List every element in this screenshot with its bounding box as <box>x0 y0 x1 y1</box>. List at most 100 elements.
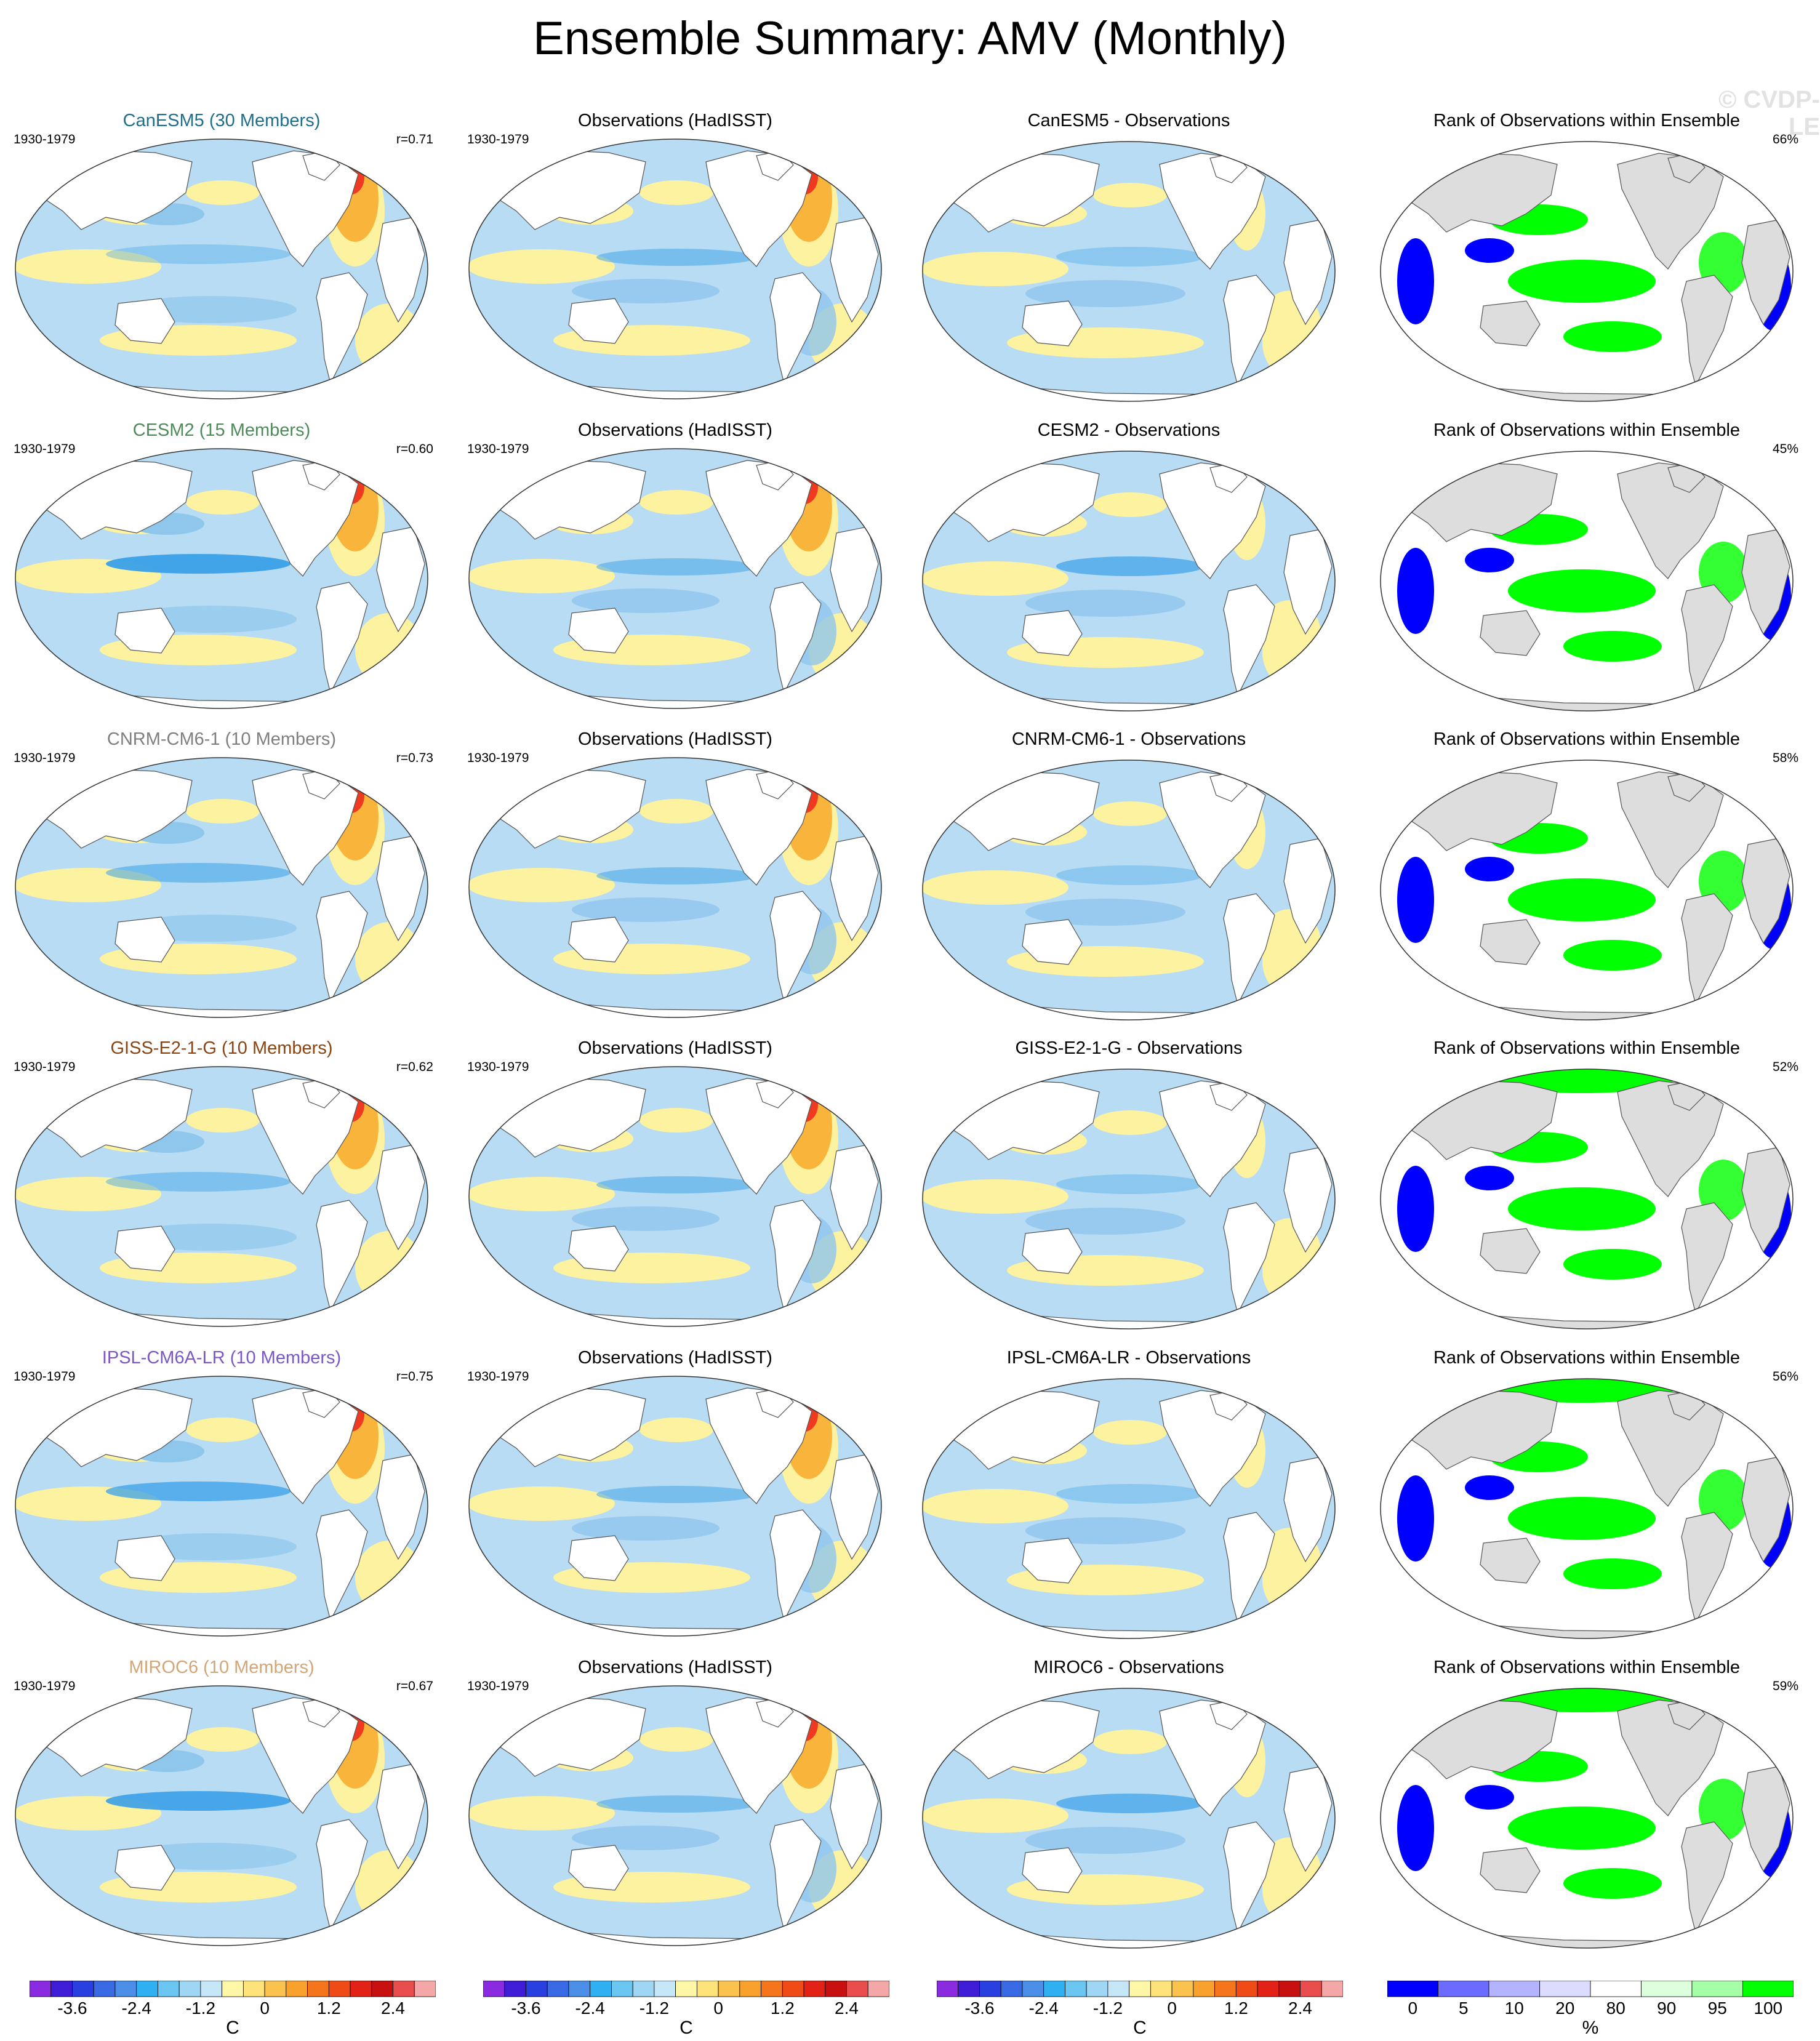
world-map <box>15 1685 428 1946</box>
map-outline <box>922 451 1336 712</box>
map-outline <box>922 760 1336 1020</box>
warm-anomaly <box>469 559 615 593</box>
colorbar-tick-label: 90 <box>1657 1999 1676 2018</box>
warm-anomaly <box>469 1486 615 1521</box>
colorbar-box <box>1235 1981 1258 1997</box>
colorbar-box <box>371 1981 393 1997</box>
cold-anomaly <box>572 588 720 613</box>
rank-low <box>1465 1475 1514 1500</box>
map-outline <box>15 1066 428 1327</box>
warm-anomaly <box>923 1489 1068 1523</box>
colorbar-box <box>1022 1981 1044 1997</box>
map-panel-diff: CanESM5 - Observations <box>907 95 1350 404</box>
cold-anomaly <box>1025 899 1185 926</box>
rank-high <box>1563 1558 1662 1589</box>
map-outline <box>922 1378 1336 1639</box>
map-outline <box>1380 1069 1794 1329</box>
colorbar-box <box>526 1981 548 1997</box>
colorbar-box <box>825 1981 847 1997</box>
rank-percent: 56% <box>1772 1369 1798 1384</box>
world-map <box>15 757 428 1018</box>
map-panel-model: IPSL-CM6A-LR (10 Members) 1930-1979 r=0.75 <box>0 1333 443 1642</box>
panel-title: Rank of Observations within Ensemble <box>1433 111 1741 130</box>
colorbar-tick-label: -2.4 <box>122 1999 151 2018</box>
map-outline <box>922 1688 1336 1949</box>
colorbar-box <box>761 1981 783 1997</box>
colorbar-box <box>1278 1981 1301 1997</box>
world-map <box>1380 1069 1794 1329</box>
rank-percent: 45% <box>1772 442 1798 456</box>
colorbar-box <box>1000 1981 1023 1997</box>
colorbar-box <box>1539 1981 1591 1997</box>
colorbar-tick-label: 20 <box>1555 1999 1574 2018</box>
colorbar-box <box>1590 1981 1642 1997</box>
warm-anomaly <box>923 870 1068 905</box>
colorbar-box <box>178 1981 201 1997</box>
warm-anomaly <box>1093 1420 1167 1445</box>
panel-title: GISS-E2-1-G (10 Members) <box>110 1038 333 1058</box>
warm-anomaly <box>186 1417 260 1442</box>
cold-anomaly <box>572 897 720 922</box>
colorbar-box <box>222 1981 244 1997</box>
cold-anomaly <box>106 554 291 574</box>
world-map <box>922 1069 1336 1329</box>
rank-high <box>1508 260 1656 303</box>
colorbar-box <box>114 1981 137 1997</box>
colorbar-units: C <box>1133 2018 1147 2038</box>
world-map <box>15 448 428 709</box>
cold-anomaly <box>596 1176 756 1193</box>
colorbar-box <box>1488 1981 1540 1997</box>
world-map <box>922 451 1336 712</box>
colorbar-box <box>483 1981 505 1997</box>
colorbar-tick-label: 10 <box>1505 1999 1524 2018</box>
rank-percent: 66% <box>1772 132 1798 146</box>
colorbar-tick-label: 1.2 <box>771 1999 795 2018</box>
map-panel-obs: Observations (HadISST) 1930-1979 <box>454 1642 897 1951</box>
rank-high <box>1508 1497 1656 1540</box>
cold-anomaly <box>572 279 720 303</box>
colorbar-tick-label: -2.4 <box>575 1999 605 2018</box>
warm-anomaly <box>1093 183 1167 207</box>
cold-anomaly <box>1025 1827 1185 1854</box>
map-panel-model: MIROC6 (10 Members) 1930-1979 r=0.67 <box>0 1642 443 1951</box>
cold-anomaly <box>1056 865 1204 885</box>
colorbar-box <box>739 1981 761 1997</box>
cold-anomaly <box>596 558 756 575</box>
warm-anomaly <box>469 868 615 902</box>
world-map <box>15 1376 428 1637</box>
colorbar-tick-label: 0 <box>260 1999 270 2018</box>
map-outline <box>15 138 428 399</box>
rank-high <box>1508 1806 1656 1850</box>
colorbar-box <box>1387 1981 1438 1997</box>
cold-anomaly <box>106 863 291 883</box>
colorbar-box <box>504 1981 526 1997</box>
warm-anomaly <box>1093 492 1167 517</box>
panel-title: CESM2 (15 Members) <box>132 420 311 440</box>
cold-anomaly <box>596 249 756 266</box>
colorbar-box <box>958 1981 980 1997</box>
panel-title: CanESM5 - Observations <box>1027 111 1230 130</box>
warm-anomaly <box>355 1541 423 1614</box>
period-label: 1930-1979 <box>14 1369 76 1384</box>
warm-anomaly <box>355 1850 423 1924</box>
map-panel-model: CanESM5 (30 Members) 1930-1979 r=0.71 <box>0 95 443 404</box>
colorbar-tick-label: -3.6 <box>964 1999 994 2018</box>
warm-anomaly <box>186 1727 260 1752</box>
warm-anomaly <box>1093 801 1167 826</box>
map-panel-diff: CESM2 - Observations <box>907 405 1350 714</box>
colorbar-box <box>632 1981 655 1997</box>
map-panel-model: GISS-E2-1-G (10 Members) 1930-1979 r=0.62 <box>0 1023 443 1332</box>
colorbar-box <box>590 1981 612 1997</box>
colorbar-box <box>1065 1981 1087 1997</box>
colorbar-box <box>1107 1981 1130 1997</box>
colorbar-tick-label: -3.6 <box>57 1999 87 2018</box>
panel-title: Rank of Observations within Ensemble <box>1433 1038 1741 1058</box>
colorbar-box <box>1742 1981 1794 1997</box>
cold-anomaly <box>1056 1484 1204 1504</box>
panel-title: MIROC6 (10 Members) <box>129 1658 315 1677</box>
rank-low <box>1465 238 1514 263</box>
panel-title: GISS-E2-1-G - Observations <box>1015 1038 1243 1058</box>
colorbar-tick-label: -1.2 <box>1093 1999 1123 2018</box>
rank-high <box>1508 1187 1656 1230</box>
map-outline <box>1380 141 1794 402</box>
